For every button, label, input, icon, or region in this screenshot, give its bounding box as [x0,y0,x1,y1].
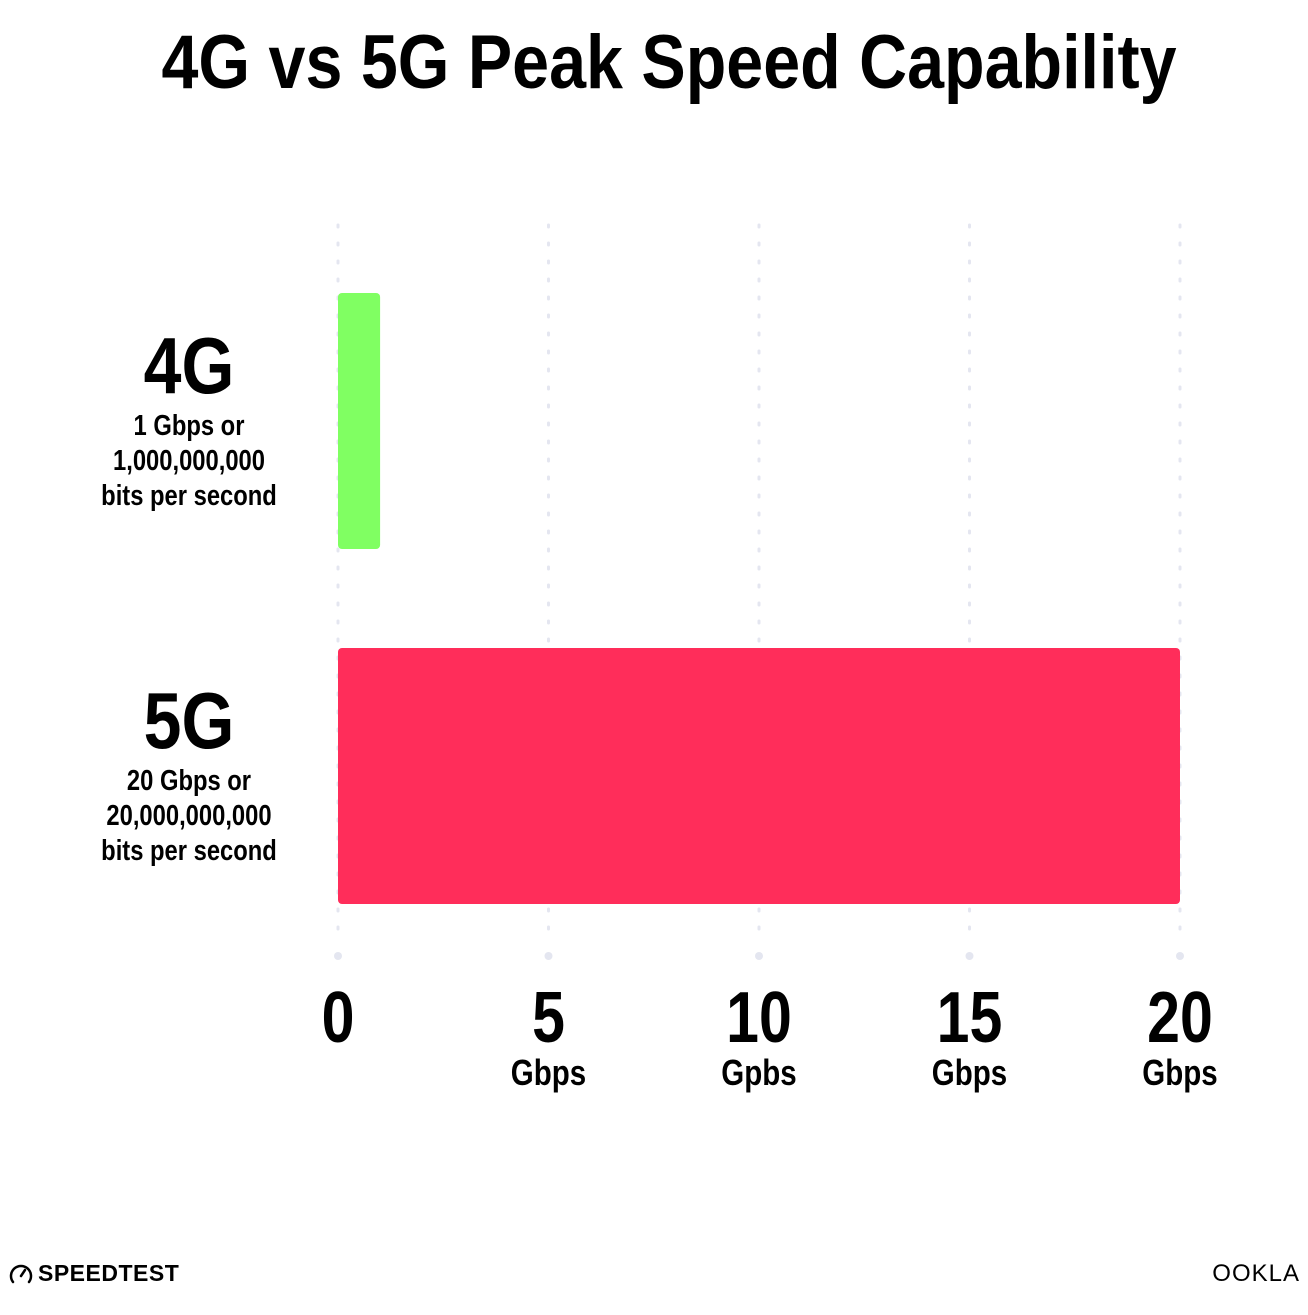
gridline-end-dot [334,952,342,960]
speedtest-wordmark: SPEEDTEST [38,1260,180,1286]
x-tick-label: 0 [322,976,355,1057]
x-tick-unit: Gbps [511,1052,586,1092]
category-sublabel: 1,000,000,000 [113,444,265,477]
speedometer-icon [9,1264,33,1283]
category-sublabel: 1 Gbps or [134,409,245,442]
bar-4g [338,293,381,549]
x-tick-label: 20 [1147,976,1213,1057]
gridline-end-dot [1176,952,1184,960]
chart-title: 4G vs 5G Peak Speed Capability [162,20,1177,105]
category-sublabel: bits per second [101,834,277,867]
gridline-end-dot [755,952,763,960]
ookla-wordmark: OOKLA [1212,1260,1300,1287]
category-sublabel: 20,000,000,000 [106,799,271,832]
speedtest-logo: SPEEDTEST [8,1260,179,1287]
x-tick-label: 5 [532,976,565,1057]
gridline-end-dot [965,952,974,960]
ookla-logo: OOKLA [1212,1260,1300,1288]
x-tick-label: 15 [937,976,1003,1057]
x-tick-unit: Gbps [932,1052,1007,1092]
x-tick-label: 10 [726,976,792,1057]
category-label: 4G [144,321,235,410]
category-label: 5G [144,676,235,765]
bar-5g [338,648,1180,904]
category-sublabel: 20 Gbps or [127,764,251,797]
x-tick-unit: Gbps [1142,1052,1217,1092]
gridline-end-dot [544,952,553,960]
x-tick-unit: Gpbs [721,1052,796,1092]
category-sublabel: bits per second [101,479,277,512]
